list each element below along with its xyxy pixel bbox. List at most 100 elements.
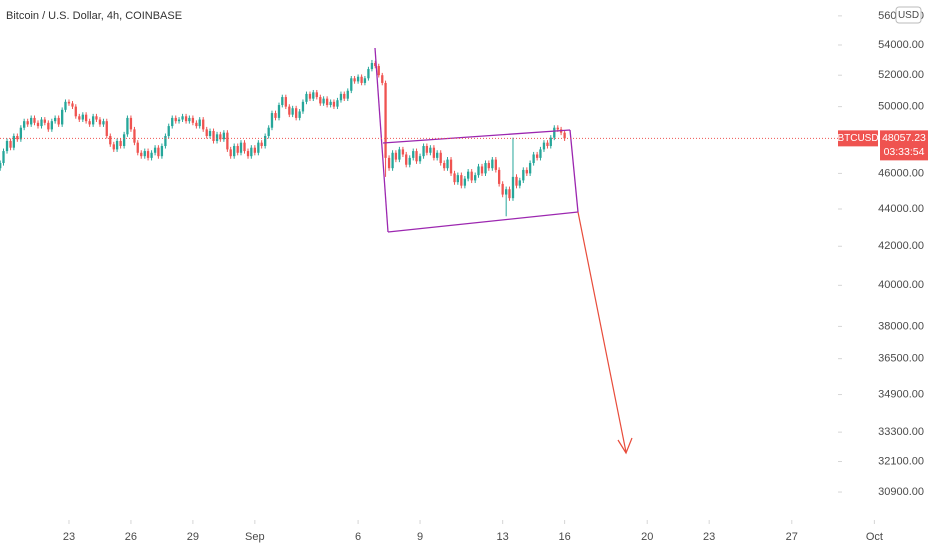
candle-body <box>518 180 521 186</box>
candle-body <box>274 113 277 118</box>
candle-body <box>528 163 532 174</box>
candle-body <box>202 119 205 130</box>
symbol-label: BTCUSD <box>837 133 878 144</box>
candle-body <box>301 101 305 112</box>
candle-body <box>470 171 473 181</box>
candle-body <box>67 101 71 104</box>
candle-body <box>508 189 511 199</box>
candle-body <box>19 127 23 140</box>
candle-body <box>356 76 360 82</box>
candle-body <box>50 121 53 130</box>
candle-body <box>542 142 546 150</box>
candle-body <box>153 147 157 153</box>
candle-body <box>497 169 501 184</box>
y-tick-label: 44000.00 <box>878 203 924 215</box>
candle-body <box>5 140 9 152</box>
candle-body <box>267 127 270 136</box>
candle-body <box>105 121 108 136</box>
candle-body <box>115 140 119 150</box>
candle-body <box>491 159 494 169</box>
candle-body <box>384 82 387 158</box>
candle-body <box>184 116 188 122</box>
candle-body <box>329 101 332 106</box>
y-tick-label: 40000.00 <box>878 279 924 291</box>
candle-body <box>205 129 208 136</box>
x-tick-label: Oct <box>866 531 883 543</box>
candle-body <box>109 135 112 145</box>
candle-body <box>325 98 329 106</box>
currency-label: USD <box>898 10 919 21</box>
y-tick-label: 42000.00 <box>878 240 924 252</box>
candle-body <box>264 135 267 147</box>
candle-body <box>257 142 260 153</box>
candle-body <box>429 147 432 153</box>
x-tick-label: 13 <box>497 531 509 543</box>
candle-body <box>195 122 198 127</box>
trend-line <box>374 47 389 233</box>
candle-body <box>84 114 88 122</box>
price-scale-overlay: BTCUSD 48057.23 03:33:54 <box>0 130 928 161</box>
candle-body <box>260 142 263 147</box>
candle-body <box>26 121 29 125</box>
candle-body <box>505 189 508 195</box>
y-tick-label: 46000.00 <box>878 167 924 179</box>
candle-body <box>522 169 525 181</box>
candle-body <box>23 121 26 128</box>
y-tick-label: 36500.00 <box>878 353 924 365</box>
candle-body <box>212 131 215 141</box>
candle-body <box>405 154 408 165</box>
x-tick-label: 16 <box>558 531 570 543</box>
candle-body <box>456 175 459 183</box>
candle-body <box>549 137 552 147</box>
candle-body <box>381 75 384 83</box>
candle-body <box>436 152 439 158</box>
candle-body <box>539 149 542 158</box>
candle-body <box>484 163 487 174</box>
arrow-head <box>617 437 633 455</box>
candle-body <box>391 152 394 169</box>
candle-body <box>480 166 484 174</box>
candle-body <box>535 154 539 158</box>
candle-body <box>291 108 294 115</box>
currency-badge[interactable] <box>895 6 922 24</box>
candle-body <box>126 117 129 135</box>
candle-body <box>415 151 418 162</box>
candle-body <box>312 92 315 99</box>
candle-body <box>453 173 456 183</box>
candle-body <box>119 140 122 147</box>
candle-body <box>553 127 556 138</box>
y-tick-label: 30900.00 <box>878 486 924 498</box>
x-tick-label: 6 <box>355 531 361 543</box>
candle-body <box>367 69 370 79</box>
candle-body <box>387 157 391 169</box>
candle-body <box>133 129 136 143</box>
candle-body <box>467 171 470 179</box>
candle-body <box>181 116 184 120</box>
candle-body <box>12 135 15 148</box>
candle-body <box>47 122 50 130</box>
candle-body <box>443 163 446 169</box>
candle-body <box>236 146 239 153</box>
candle-body <box>61 109 64 125</box>
candle-body <box>233 146 236 157</box>
candle-body <box>532 154 535 164</box>
candle-body <box>150 152 153 158</box>
candle-body <box>140 152 143 157</box>
candle-body <box>284 97 287 107</box>
x-tick-label: 23 <box>703 531 715 543</box>
candle-body <box>16 135 19 140</box>
candle-body <box>418 156 422 162</box>
candle-body <box>305 93 308 102</box>
arrow-shaft <box>577 211 627 453</box>
y-tick-label: 52000.00 <box>878 69 924 81</box>
candle-body <box>374 62 377 67</box>
candle-body <box>308 93 312 99</box>
candle-body <box>78 116 81 120</box>
candle-body <box>432 147 436 158</box>
candle-body <box>487 163 490 169</box>
candle-body <box>439 152 442 164</box>
candle-body <box>167 126 170 136</box>
candle-body <box>449 159 453 174</box>
candle-body <box>226 132 229 150</box>
